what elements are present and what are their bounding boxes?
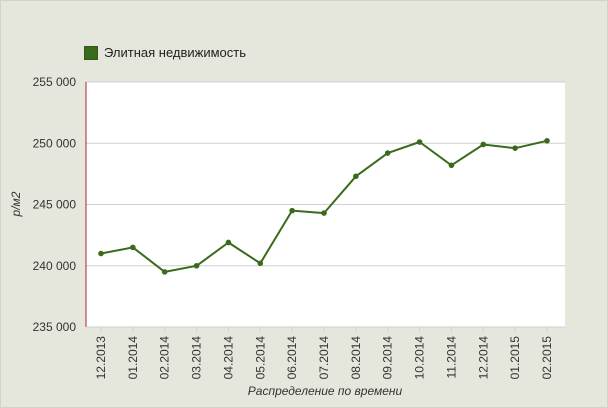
data-point: [480, 141, 487, 148]
data-points: [98, 138, 550, 275]
y-axis-title: р/м2: [9, 191, 23, 217]
y-tick-labels: 235 000 240 000 245 000 250 000 255 000: [33, 75, 77, 334]
y-tick-label: 250 000: [33, 136, 77, 150]
x-tick-label: 05.2014: [253, 336, 267, 380]
x-tick-label: 01.2015: [508, 336, 522, 380]
x-tick-label: 12.2013: [94, 336, 108, 380]
x-tick-label: 03.2014: [190, 336, 204, 380]
data-point: [321, 210, 327, 216]
data-point: [416, 139, 423, 145]
data-point: [130, 244, 136, 251]
x-tick-label: 04.2014: [221, 336, 235, 380]
data-point: [98, 250, 104, 257]
data-point: [512, 145, 518, 151]
x-tick-label: 10.2014: [413, 336, 427, 380]
x-tick-label: 11.2014: [444, 336, 458, 379]
legend: Элитная недвижимость: [84, 45, 246, 60]
x-tick-label: 09.2014: [381, 336, 395, 380]
data-point: [384, 150, 391, 156]
y-tick-label: 235 000: [33, 320, 77, 334]
data-point: [289, 207, 295, 214]
x-tick-label: 02.2014: [158, 336, 172, 380]
data-point: [448, 162, 455, 169]
x-tick-label: 02.2015: [540, 336, 554, 380]
legend-swatch: [84, 45, 98, 60]
data-point: [225, 239, 232, 246]
x-tick-label: 12.2014: [476, 336, 490, 380]
data-point: [161, 269, 168, 275]
data-point: [353, 173, 359, 180]
x-tick-label: 07.2014: [317, 336, 331, 380]
data-point: [544, 138, 550, 144]
x-tick-label: 01.2014: [126, 336, 140, 380]
legend-label: Элитная недвижимость: [104, 45, 247, 60]
data-point: [193, 262, 200, 269]
x-axis-title: Распределение по времени: [248, 384, 403, 398]
x-tick-label: 08.2014: [349, 336, 363, 380]
y-tick-label: 245 000: [33, 198, 77, 212]
y-tick-label: 255 000: [33, 75, 77, 89]
data-point: [257, 260, 264, 267]
x-tick-label: 06.2014: [285, 336, 299, 380]
y-tick-label: 240 000: [33, 259, 77, 273]
x-tick-labels: 12.2013 01.2014 02.2014 03.2014 04.2014 05.20…: [94, 327, 554, 379]
